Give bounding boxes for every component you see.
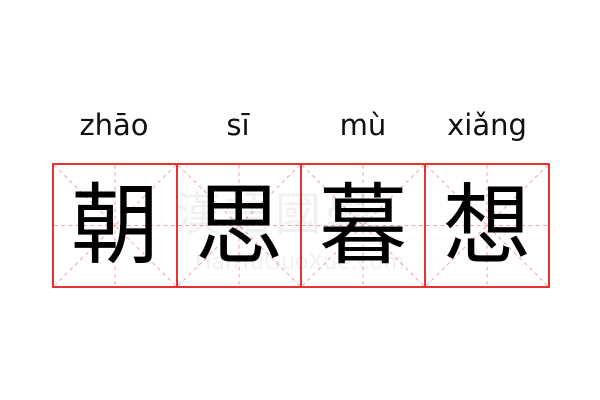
pinyin-3: mù: [339, 108, 387, 142]
watermark-logo: 漢語國學: [175, 187, 375, 241]
pinyin-2: sī: [226, 108, 250, 142]
character: 想: [442, 173, 531, 277]
pinyin-1: zhāo: [79, 108, 149, 142]
character-cell: 朝: [54, 165, 178, 286]
character: 朝: [70, 173, 159, 277]
pinyin-4: xiǎng: [447, 108, 527, 142]
character-cell: 想: [426, 165, 548, 286]
character-cell: 暮: [302, 165, 426, 286]
watermark-site: HanYuGuoXue.com: [195, 250, 405, 275]
character: 思: [194, 173, 283, 277]
character-grid: 朝 思 暮 想: [52, 163, 550, 288]
character-cell: 思: [178, 165, 302, 286]
character: 暮: [318, 173, 407, 277]
